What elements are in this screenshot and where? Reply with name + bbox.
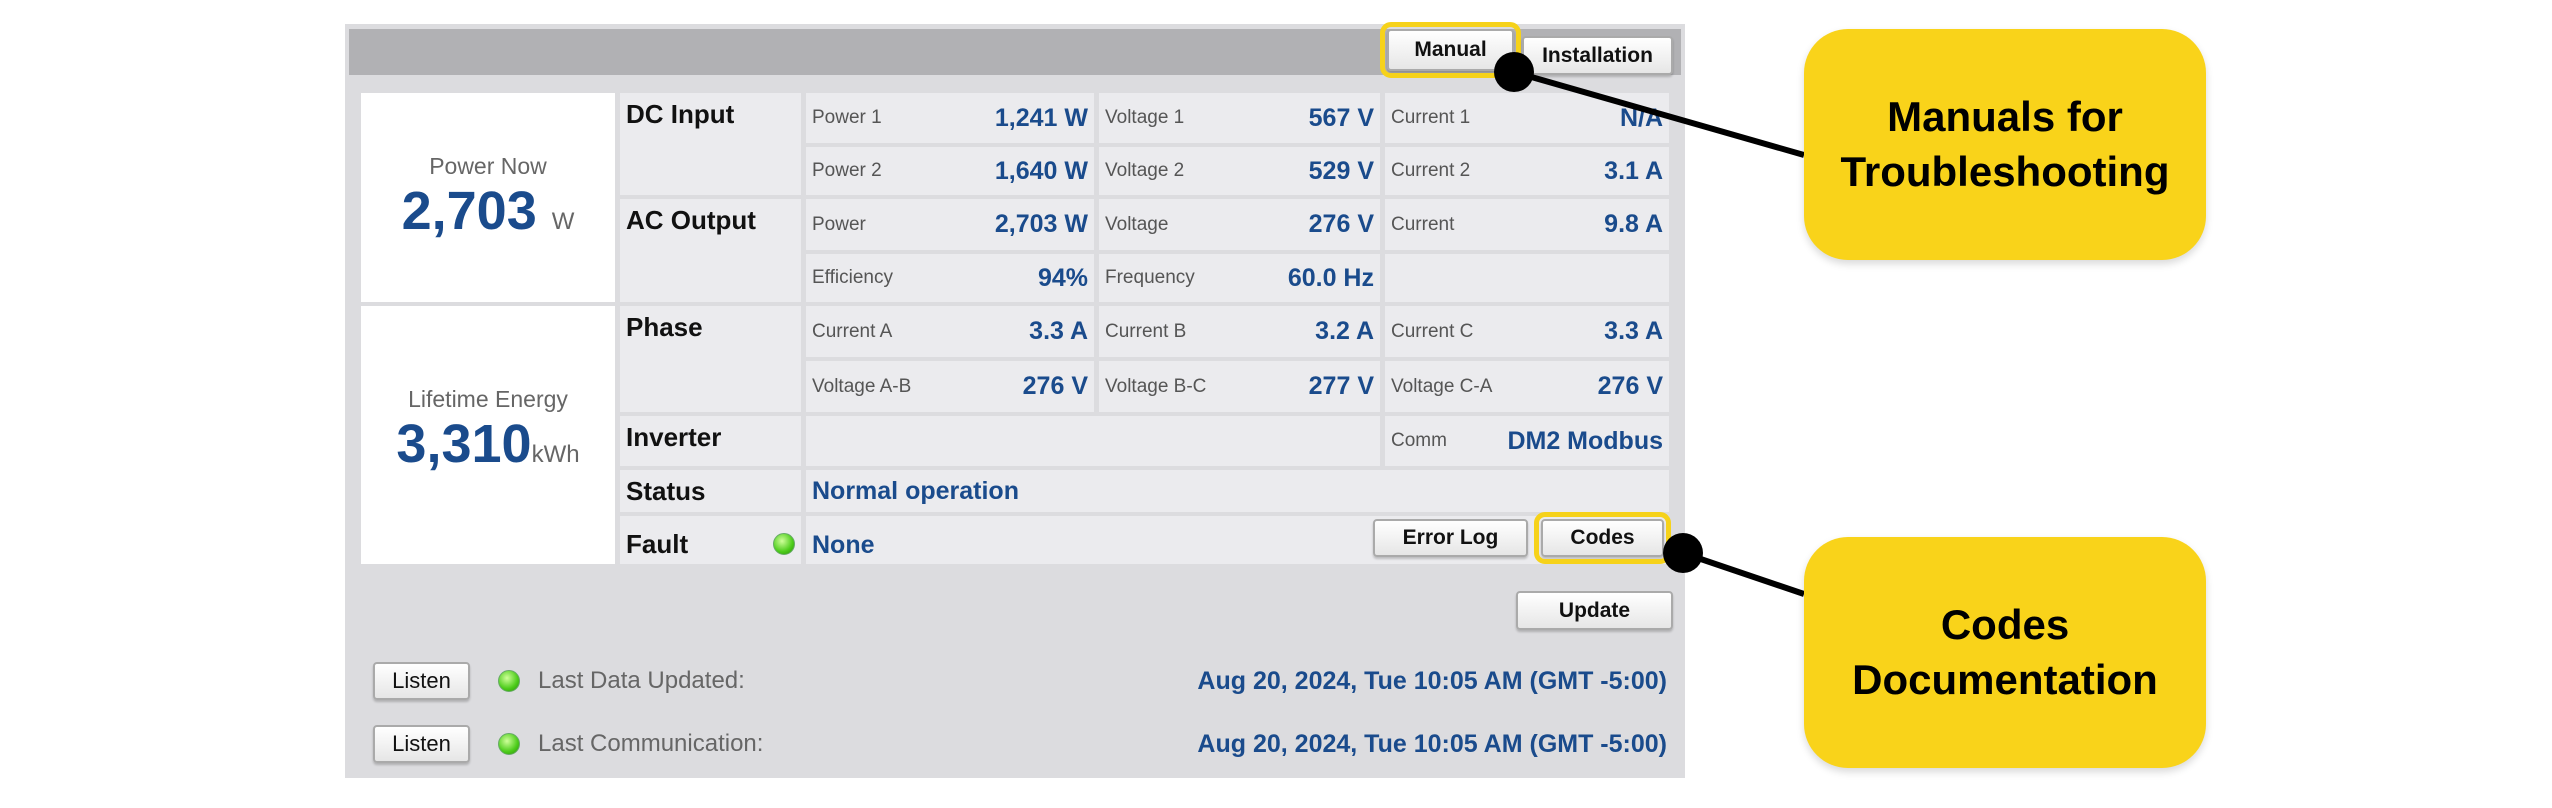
ac-current-cell: Current 9.8 A xyxy=(1385,199,1669,250)
fault-value: None xyxy=(812,530,875,559)
dc-input-label: DC Input xyxy=(620,93,801,195)
cell-value: 276 V xyxy=(1597,372,1663,400)
phase-label: Phase xyxy=(620,306,801,412)
cell-label: Power 1 xyxy=(812,107,882,128)
last-comm-value: Aug 20, 2024, Tue 10:05 AM (GMT -5:00) xyxy=(1197,729,1667,758)
cell-label: Voltage A-B xyxy=(812,375,912,397)
last-comm-label: Last Communication: xyxy=(538,730,764,757)
manual-connector-dot xyxy=(1494,52,1534,92)
fault-label-cell: Fault xyxy=(620,516,801,564)
update-button[interactable]: Update xyxy=(1516,591,1673,630)
cell-label: Power xyxy=(812,213,866,235)
power-now-value: 2,703 xyxy=(401,181,537,241)
cell-label: Current xyxy=(1391,213,1455,235)
fault-cell: None Error Log Codes xyxy=(806,512,1671,564)
comm-cell: Comm DM2 Modbus xyxy=(1385,416,1669,466)
error-log-button[interactable]: Error Log xyxy=(1373,519,1528,557)
cell-value: DM2 Modbus xyxy=(1507,426,1663,455)
codes-connector-dot xyxy=(1663,533,1703,573)
inverter-panel: Manual Installation Power Now 2,703 W Li… xyxy=(345,22,1685,778)
cell-value: 529 V xyxy=(1308,156,1374,185)
status-label: Status xyxy=(620,470,801,512)
ac-output-label: AC Output xyxy=(620,199,801,302)
cell-value: 276 V xyxy=(1022,372,1088,400)
cell-label: Power 2 xyxy=(812,160,882,181)
ac-efficiency-cell: Efficiency 94% xyxy=(806,254,1094,302)
cell-label: Voltage xyxy=(1105,213,1169,235)
ac-frequency-cell: Frequency 60.0 Hz xyxy=(1099,254,1380,302)
cell-value: 9.8 A xyxy=(1604,210,1663,238)
dc-voltage2-cell: Voltage 2 529 V xyxy=(1099,147,1380,195)
manual-connector-line xyxy=(1513,69,1805,158)
ac-power-cell: Power 2,703 W xyxy=(806,199,1094,250)
phase-current-b-cell: Current B 3.2 A xyxy=(1099,306,1380,357)
cell-label: Efficiency xyxy=(812,267,893,288)
dc-power1-cell: Power 1 1,241 W xyxy=(806,93,1094,143)
cell-value: 60.0 Hz xyxy=(1287,263,1374,292)
fault-label: Fault xyxy=(626,528,689,559)
cell-value: 3.2 A xyxy=(1315,317,1374,345)
listen-button[interactable]: Listen xyxy=(373,725,470,763)
cell-label: Voltage C-A xyxy=(1391,375,1493,397)
cell-label: Frequency xyxy=(1105,267,1195,288)
power-now-title: Power Now xyxy=(429,153,547,179)
power-now-unit: W xyxy=(551,208,575,235)
status-led-icon xyxy=(498,670,520,692)
cell-label: Current 2 xyxy=(1391,160,1471,181)
last-data-value: Aug 20, 2024, Tue 10:05 AM (GMT -5:00) xyxy=(1197,666,1667,695)
status-led-icon xyxy=(498,733,520,755)
lifetime-title: Lifetime Energy xyxy=(408,386,568,412)
inverter-label: Inverter xyxy=(620,416,801,466)
dc-power2-cell: Power 2 1,640 W xyxy=(806,147,1094,195)
status-value: Normal operation xyxy=(812,476,1019,505)
codes-callout: Codes Documentation xyxy=(1804,537,2206,768)
phase-current-a-cell: Current A 3.3 A xyxy=(806,306,1094,357)
cell-label: Current A xyxy=(812,320,893,342)
cell-label: Current C xyxy=(1391,320,1474,342)
cell-label: Current B xyxy=(1105,320,1187,342)
cell-value: 2,703 W xyxy=(994,210,1088,238)
cell-value: 94% xyxy=(1037,263,1088,292)
cell-value: 277 V xyxy=(1308,372,1374,400)
manuals-callout: Manuals for Troubleshooting xyxy=(1804,29,2206,260)
codes-connector-line xyxy=(1682,550,1805,597)
cell-value: 1,640 W xyxy=(994,156,1088,185)
lifetime-value: 3,310 xyxy=(396,414,532,474)
installation-button[interactable]: Installation xyxy=(1522,36,1673,75)
listen-button[interactable]: Listen xyxy=(373,662,470,700)
manual-button[interactable]: Manual xyxy=(1380,22,1521,78)
dc-voltage1-cell: Voltage 1 567 V xyxy=(1099,93,1380,143)
phase-voltage-ab-cell: Voltage A-B 276 V xyxy=(806,361,1094,412)
cell-value: 567 V xyxy=(1308,103,1374,132)
last-data-label: Last Data Updated: xyxy=(538,667,745,694)
cell-value: 276 V xyxy=(1308,210,1374,238)
cell-label: Current 1 xyxy=(1391,107,1471,128)
inverter-empty-cell xyxy=(806,416,1380,466)
lifetime-energy-box: Lifetime Energy 3,310kWh xyxy=(361,306,615,564)
status-cell: Normal operation xyxy=(806,470,1669,512)
phase-voltage-ca-cell: Voltage C-A 276 V xyxy=(1385,361,1669,412)
cell-value: 1,241 W xyxy=(994,103,1088,132)
cell-value: 3.3 A xyxy=(1604,317,1663,345)
empty-cell xyxy=(1385,254,1669,302)
cell-value: 3.1 A xyxy=(1604,156,1663,185)
cell-label: Voltage 2 xyxy=(1105,160,1185,181)
phase-current-c-cell: Current C 3.3 A xyxy=(1385,306,1669,357)
last-data-row: Listen Last Data Updated: Aug 20, 2024, … xyxy=(373,661,1667,701)
cell-label: Comm xyxy=(1391,430,1447,451)
cell-value: 3.3 A xyxy=(1029,317,1088,345)
lifetime-unit: kWh xyxy=(531,441,580,468)
dc-current2-cell: Current 2 3.1 A xyxy=(1385,147,1669,195)
data-grid: Power Now 2,703 W Lifetime Energy 3,310k… xyxy=(361,93,1671,564)
ac-voltage-cell: Voltage 276 V xyxy=(1099,199,1380,250)
codes-button[interactable]: Codes xyxy=(1534,512,1671,564)
fault-led-icon xyxy=(773,533,795,555)
power-now-box: Power Now 2,703 W xyxy=(361,93,615,302)
cell-label: Voltage B-C xyxy=(1105,375,1207,397)
cell-label: Voltage 1 xyxy=(1105,107,1185,128)
phase-voltage-bc-cell: Voltage B-C 277 V xyxy=(1099,361,1380,412)
last-comm-row: Listen Last Communication: Aug 20, 2024,… xyxy=(373,724,1667,764)
